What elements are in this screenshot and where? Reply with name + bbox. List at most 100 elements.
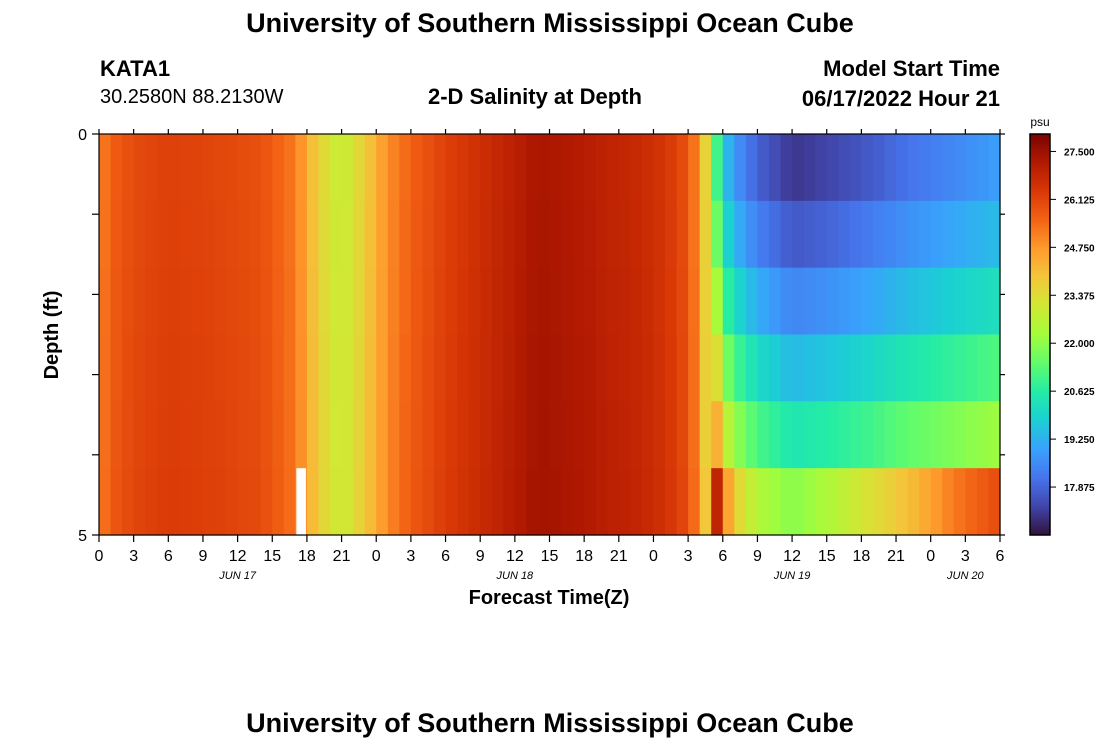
heatmap-cell: [387, 134, 400, 202]
heatmap-cell: [849, 468, 862, 536]
heatmap-cell: [202, 468, 216, 536]
heatmap-cell: [364, 401, 377, 469]
heatmap-cell: [341, 334, 354, 402]
heatmap-cell: [584, 267, 597, 336]
heatmap-cell: [283, 267, 296, 336]
heatmap-cell: [330, 200, 343, 269]
heatmap-cell: [803, 334, 816, 402]
heatmap-cell: [422, 334, 435, 402]
heatmap-cell: [653, 134, 666, 202]
heatmap-cell: [376, 468, 389, 536]
heatmap-cell: [780, 267, 793, 336]
heatmap-cell: [907, 334, 920, 402]
x-tick-label: 6: [996, 548, 1005, 565]
heatmap-cell: [734, 200, 747, 269]
heatmap-cell: [272, 468, 285, 536]
heatmap-cell: [318, 401, 331, 469]
heatmap-cell: [768, 468, 782, 536]
heatmap-cell: [930, 468, 943, 536]
heatmap-cell: [953, 134, 966, 202]
station-coordinates: 30.2580N 88.2130W: [100, 86, 284, 108]
heatmap-cell: [433, 200, 447, 269]
heatmap-cell: [699, 334, 712, 402]
heatmap-cell: [260, 468, 273, 536]
heatmap-cell: [745, 334, 759, 402]
heatmap-cell: [226, 267, 239, 336]
x-tick-label: 9: [199, 548, 208, 565]
heatmap-cell: [353, 334, 366, 402]
colorbar-tick-label: 19.250: [1064, 435, 1095, 446]
heatmap-cell: [711, 334, 724, 402]
heatmap-cell: [884, 468, 897, 536]
heatmap-cell: [734, 468, 747, 536]
x-axis-label: Forecast Time(Z): [469, 587, 630, 609]
heatmap-cell: [630, 401, 643, 469]
heatmap-cell: [387, 468, 400, 536]
heatmap-cell: [110, 401, 123, 469]
heatmap-cell: [295, 334, 308, 402]
heatmap-cell: [272, 134, 285, 202]
heatmap-cell: [699, 267, 712, 336]
x-tick-label: 0: [372, 548, 381, 565]
heatmap-cell: [757, 401, 770, 469]
heatmap-cell: [156, 200, 169, 269]
heatmap-cell: [676, 334, 689, 402]
heatmap-cell: [399, 267, 412, 336]
heatmap-cell: [445, 200, 458, 269]
model-start-label: Model Start Time: [823, 56, 1000, 81]
heatmap-cell: [884, 200, 897, 269]
heatmap-cell: [468, 267, 481, 336]
heatmap-cell: [757, 334, 770, 402]
heatmap-cell: [699, 134, 712, 202]
heatmap-cell: [572, 200, 585, 269]
heatmap-cell: [976, 200, 990, 269]
heatmap-cell: [226, 468, 239, 536]
heatmap-cell: [872, 468, 886, 536]
heatmap-cell: [480, 334, 493, 402]
heatmap-cell: [595, 134, 608, 202]
heatmap-cell: [549, 468, 562, 536]
heatmap-cell: [838, 267, 851, 336]
x-tick-label: 3: [684, 548, 693, 565]
heatmap-cell: [792, 468, 805, 536]
x-tick-label: 3: [961, 548, 970, 565]
heatmap-cell: [503, 267, 516, 336]
heatmap-cell: [584, 401, 597, 469]
heatmap-cell: [907, 134, 920, 202]
heatmap-cell: [676, 267, 689, 336]
heatmap-cell: [803, 200, 816, 269]
heatmap-cell: [202, 401, 216, 469]
footer-title: University of Southern Mississippi Ocean…: [246, 708, 854, 738]
heatmap-cell: [722, 134, 735, 202]
heatmap-cell: [549, 134, 562, 202]
heatmap-cell: [156, 334, 169, 402]
heatmap-cell: [757, 468, 770, 536]
heatmap-cell: [838, 334, 851, 402]
heatmap-cell: [815, 267, 828, 336]
heatmap-cell: [179, 334, 193, 402]
heatmap-cell: [468, 334, 481, 402]
x-tick-label: 9: [476, 548, 485, 565]
colorbar-tick-label: 23.375: [1064, 291, 1095, 302]
heatmap-cell: [133, 267, 146, 336]
heatmap-cell: [295, 401, 308, 469]
x-tick-label: 6: [718, 548, 727, 565]
heatmap-cell: [780, 468, 793, 536]
heatmap-cell: [387, 334, 400, 402]
heatmap-cell: [179, 401, 193, 469]
heatmap-cell: [665, 401, 678, 469]
heatmap-cell: [965, 401, 978, 469]
heatmap-cell: [422, 401, 435, 469]
x-tick-label: 21: [887, 548, 905, 565]
heatmap-cell: [896, 401, 909, 469]
heatmap-cell: [872, 200, 886, 269]
heatmap-cell: [214, 134, 227, 202]
heatmap-cell: [549, 200, 562, 269]
heatmap-cell: [630, 200, 643, 269]
heatmap-cell: [491, 134, 504, 202]
heatmap-cell: [757, 267, 770, 336]
heatmap-cell: [688, 134, 701, 202]
heatmap-cell: [907, 200, 920, 269]
x-tick-label: 21: [333, 548, 351, 565]
heatmap-cell: [815, 334, 828, 402]
